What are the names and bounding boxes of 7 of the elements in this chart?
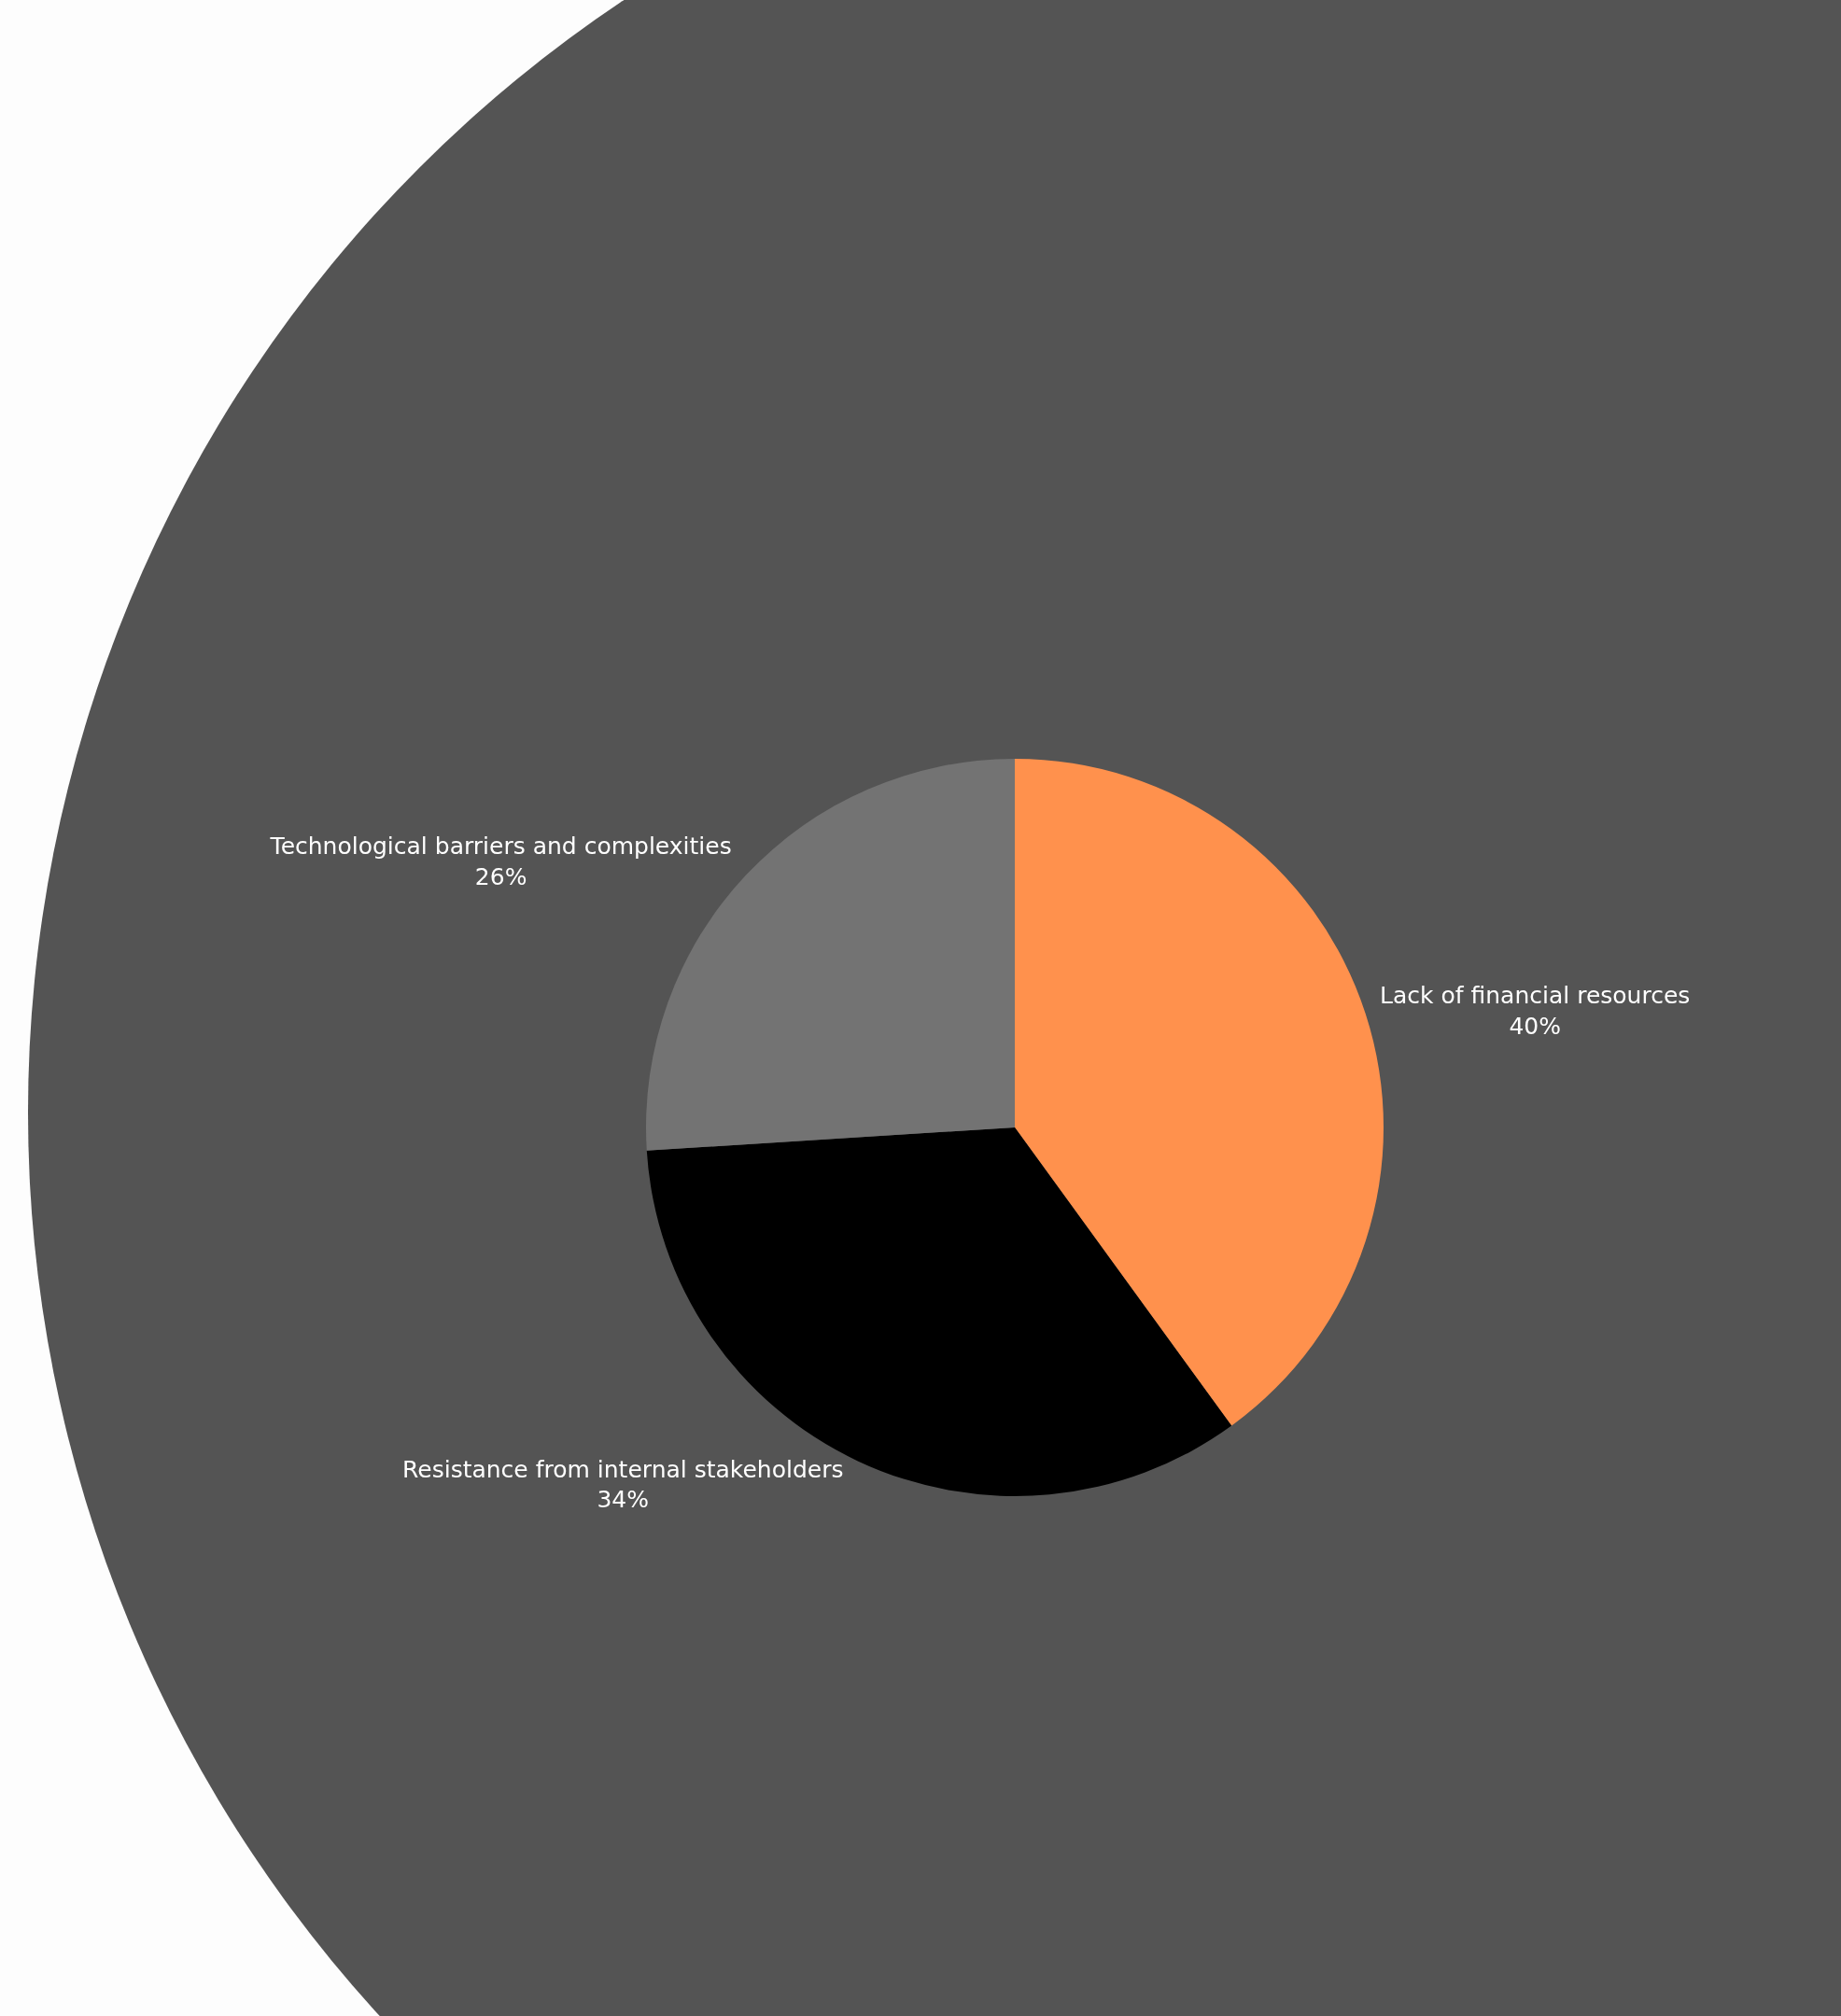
data-label: 26% — [474, 862, 527, 890]
data-label: 34% — [597, 1486, 650, 1514]
pie-slice — [1015, 759, 1384, 1426]
slice-label: Technological barriers and complexities — [269, 833, 732, 861]
slice-label: Lack of financial resources — [1380, 982, 1691, 1010]
slice-label: Resistance from internal stakeholders — [402, 1455, 844, 1483]
data-label: 40% — [1509, 1012, 1561, 1040]
